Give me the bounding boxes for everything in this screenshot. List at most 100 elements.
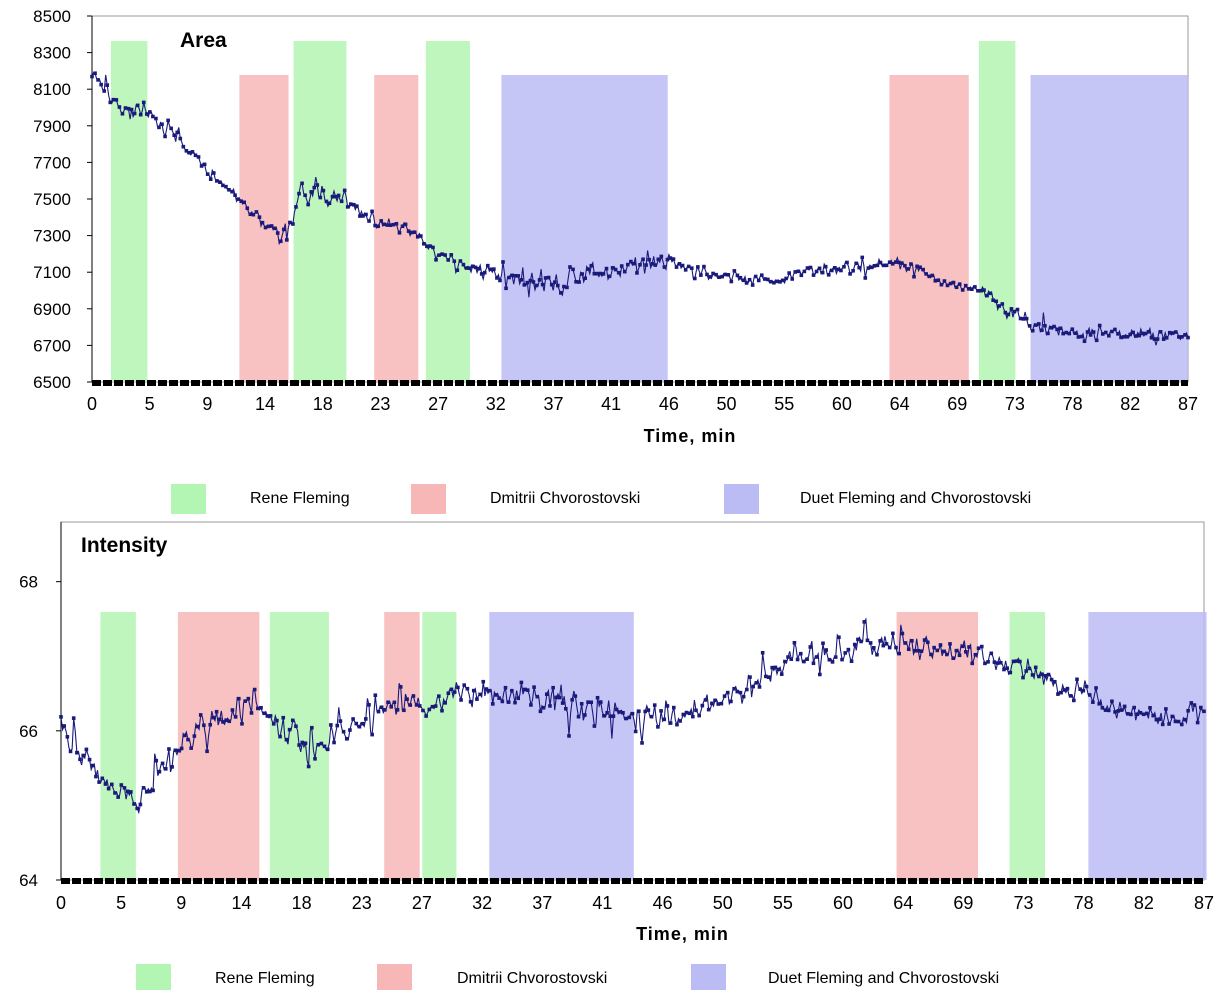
data-point [319,741,324,746]
data-point [921,267,925,272]
data-point [842,264,846,269]
data-point [1081,688,1086,693]
data-point [790,277,795,281]
data-point [706,707,711,712]
data-point [786,655,790,659]
data-point [1070,327,1075,331]
data-point [199,164,204,168]
data-point [427,707,432,712]
data-point [738,275,743,280]
data-point [574,279,578,284]
data-point [1065,686,1070,691]
data-point [900,631,905,636]
data-point [570,698,574,702]
data-point [1195,720,1200,725]
data-point [754,681,759,685]
data-point [1157,717,1162,721]
data-point [872,646,876,650]
data-point [922,638,927,642]
data-point [659,254,664,259]
data-point [341,729,346,734]
data-point [857,265,861,270]
data-point [716,702,721,706]
data-point [696,265,700,269]
data-point [1160,722,1165,727]
data-point [1180,335,1184,339]
data-point [1055,327,1059,332]
data-point [81,753,86,758]
data-point [627,715,632,720]
data-point [357,724,362,729]
data-point [638,262,642,267]
data-point [239,199,243,203]
data-point [181,144,186,149]
chart-title: Intensity [81,534,168,557]
data-point [930,273,935,278]
x-tick-label: 14 [231,893,251,913]
data-point [522,687,527,692]
data-point [482,270,487,275]
x-tick-label: 50 [717,394,737,414]
data-point [154,116,158,121]
data-point [753,274,758,279]
data-point [548,704,552,708]
data-point [417,704,422,708]
data-point [719,701,724,706]
shaded-region-6 [896,612,979,880]
data-point [169,126,173,131]
data-point [671,705,676,710]
data-point [422,241,426,246]
data-point [933,278,938,283]
data-point [900,261,904,265]
data-point [848,272,852,276]
data-point [994,299,998,304]
data-point [1030,673,1035,677]
data-point [1100,705,1105,710]
data-point [866,266,871,270]
data-point [215,179,219,183]
data-point [543,276,548,280]
data-point [957,653,962,658]
data-point [616,270,621,275]
data-point [90,74,94,79]
data-point [287,727,292,732]
data-point [300,181,304,186]
legend-swatch [136,964,171,990]
data-point [630,711,635,716]
x-tick-label: 32 [486,394,506,414]
legend-1: Rene Fleming Dmitrii Chvorostovski Duet Fl… [136,964,999,990]
data-point [1015,307,1020,312]
data-point [702,264,706,269]
data-point [160,122,164,127]
data-point [560,701,565,705]
data-point [854,261,858,266]
data-point [650,261,654,266]
data-point [778,280,782,284]
data-point [487,688,492,693]
data-point [927,274,932,279]
legend-swatch [691,964,726,990]
data-point [951,656,955,661]
data-point [884,642,889,646]
y-tick-label: 7300 [33,227,71,246]
data-point [117,105,122,109]
legend-swatch [171,484,206,514]
data-point [154,758,159,763]
data-point [440,708,444,713]
data-point [729,699,733,704]
data-point [405,697,409,701]
data-point [826,273,831,277]
data-point [330,194,335,199]
data-point [1027,666,1032,671]
data-point [230,708,235,712]
data-point [1110,329,1114,334]
data-point [388,223,393,228]
data-point [641,257,645,262]
x-tick-label: 69 [947,394,967,414]
data-point [686,264,691,269]
data-point [851,268,855,273]
data-point [586,267,591,271]
data-point [303,193,307,198]
x-tick-label: 14 [255,394,275,414]
